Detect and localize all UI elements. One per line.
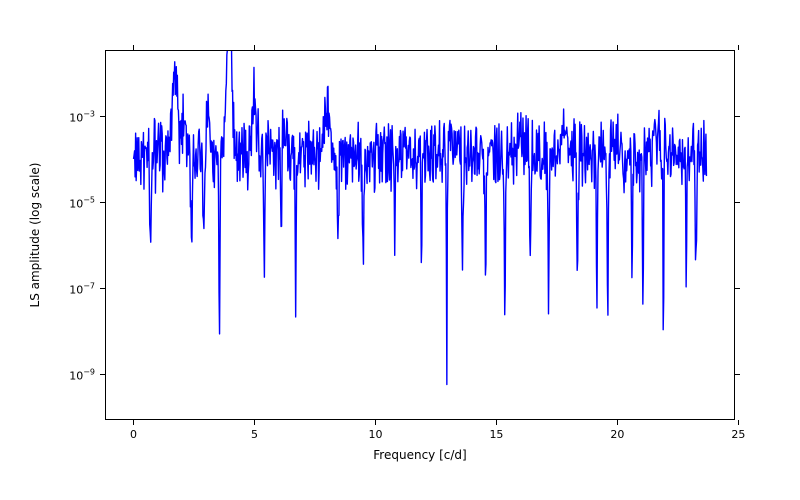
x-tick-top [133,45,134,50]
y-tick [100,374,105,375]
y-tick-label: 10−7 [69,281,95,296]
x-tick-top [617,45,618,50]
x-tick-label: 25 [731,428,745,441]
y-tick-right [735,288,740,289]
x-tick-label: 5 [251,428,258,441]
x-tick-top [496,45,497,50]
x-tick [133,420,134,425]
x-tick-label: 20 [610,428,624,441]
chart-axes: 051015202510−910−710−510−3 [105,50,735,420]
x-tick [254,420,255,425]
x-tick-label: 15 [489,428,503,441]
y-tick [100,288,105,289]
x-tick [375,420,376,425]
x-tick [738,420,739,425]
y-axis-label: LS amplitude (log scale) [28,163,42,308]
x-tick-top [738,45,739,50]
x-tick-label: 0 [130,428,137,441]
figure: 051015202510−910−710−510−3 Frequency [c/… [0,0,800,500]
x-tick [496,420,497,425]
x-tick-top [254,45,255,50]
x-tick-top [375,45,376,50]
y-tick-right [735,374,740,375]
x-tick [617,420,618,425]
y-tick-right [735,202,740,203]
y-tick-right [735,116,740,117]
y-tick-label: 10−3 [69,110,95,125]
x-tick-label: 10 [368,428,382,441]
axes-border [105,50,735,420]
y-tick-label: 10−9 [69,367,95,382]
y-tick-label: 10−5 [69,195,95,210]
x-axis-label: Frequency [c/d] [373,448,466,462]
y-tick [100,202,105,203]
y-tick [100,116,105,117]
